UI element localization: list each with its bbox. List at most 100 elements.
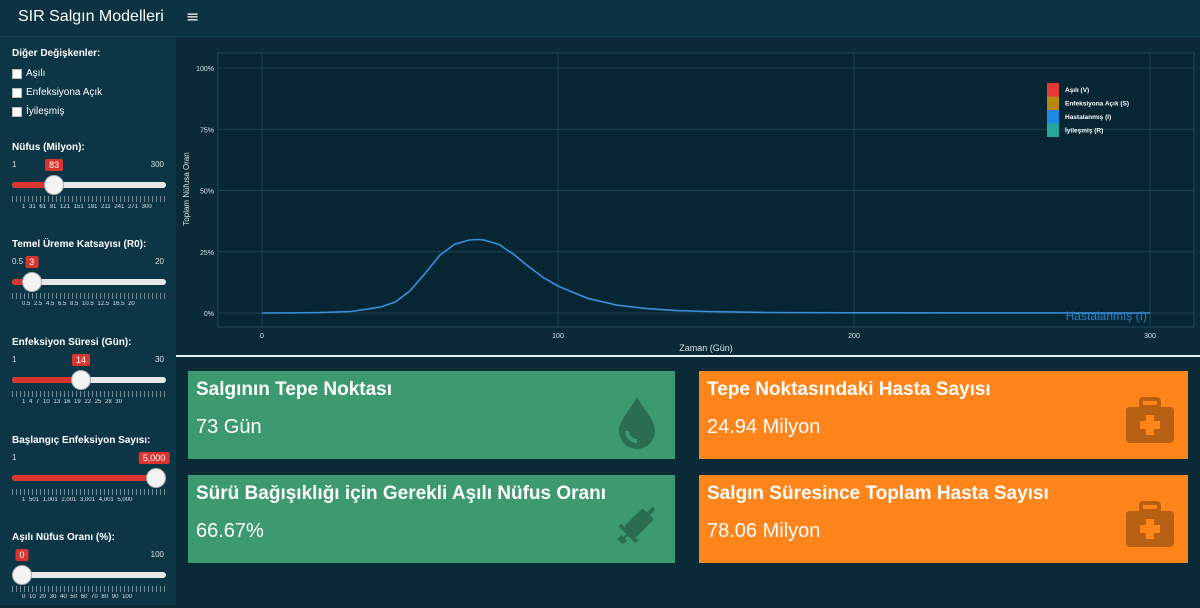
app-title: SIR Salgın Modelleri bbox=[18, 8, 164, 25]
slider-handle[interactable] bbox=[70, 370, 91, 390]
slider-fill bbox=[12, 475, 156, 481]
r0-slider[interactable]: 0.5 20 3 0.5 2.5 4.5 6.5 8.5 10.5 12.5 1… bbox=[12, 256, 168, 315]
r0-label: Temel Üreme Katsayısı (R0): bbox=[12, 239, 147, 250]
checkbox-row-vaccinated[interactable]: Aşılı bbox=[12, 68, 45, 79]
slider-max: 30 bbox=[155, 355, 164, 364]
y-axis-ticks: 0% 25% 50% 75% 100% bbox=[196, 66, 214, 318]
slider-value-badge: 14 bbox=[71, 354, 90, 366]
slider-handle[interactable] bbox=[146, 468, 166, 488]
slider-min: 1 bbox=[12, 355, 17, 364]
slider-ticks bbox=[12, 391, 166, 397]
value-box-peak-day: Salgının Tepe Noktası 73 Gün bbox=[188, 371, 675, 459]
value-box-herd-immunity: Sürü Bağışıklığı için Gerekli Aşılı Nüfu… bbox=[188, 475, 675, 563]
section-divider bbox=[176, 355, 1200, 357]
legend-label: Enfeksiyona Açık (S) bbox=[1065, 101, 1129, 108]
x-tick-label: 0 bbox=[260, 333, 264, 340]
legend-label: Aşılı (V) bbox=[1065, 87, 1089, 94]
legend-swatch bbox=[1047, 83, 1059, 97]
value-box-value: 66.67% bbox=[196, 520, 264, 542]
slider-value-badge: 3 bbox=[25, 256, 39, 268]
slider-max: 20 bbox=[155, 257, 164, 266]
slider-ticks bbox=[12, 196, 166, 202]
checkbox-label: Aşılı bbox=[26, 68, 46, 79]
value-box-peak-patients: Tepe Noktasındaki Hasta Sayısı 24.94 Mil… bbox=[699, 371, 1188, 459]
sidebar-toggle-menu-icon[interactable]: ≡ bbox=[186, 7, 200, 26]
slider-min: 1 bbox=[12, 453, 17, 462]
chart-gridlines bbox=[218, 53, 1194, 327]
slider-min: 1 bbox=[12, 160, 17, 169]
chart-area: 0% 25% 50% 75% 100% 0 100 200 300 Hastalanmış (… bbox=[176, 37, 1200, 355]
slider-value-badge: 5,000 bbox=[138, 452, 170, 464]
slider-min: 0.5 bbox=[12, 257, 24, 266]
infection-duration-slider[interactable]: 1 30 14 1 4 7 10 13 16 19 22 25 28 30 bbox=[12, 354, 168, 413]
checkbox-row-susceptible[interactable]: Enfeksiyona Açık bbox=[12, 87, 102, 98]
tint-icon bbox=[619, 397, 655, 449]
value-box-value: 78.06 Milyon bbox=[707, 520, 821, 542]
legend-label: İyileşmiş (R) bbox=[1065, 127, 1103, 135]
slider-tick-labels: 1 31 61 91 121 151 181 211 241 271 300 bbox=[22, 204, 152, 210]
main-body: 0% 25% 50% 75% 100% 0 100 200 300 Hastalanmış (… bbox=[176, 37, 1200, 605]
slider-max: 300 bbox=[150, 160, 164, 169]
top-navbar: SIR Salgın Modelleri ≡ bbox=[0, 0, 1200, 37]
checkbox-recovered[interactable] bbox=[12, 106, 22, 117]
x-tick-label: 200 bbox=[848, 333, 860, 340]
slider-tick-labels: 0 10 20 30 40 50 60 70 80 90 100 bbox=[22, 594, 133, 600]
value-box-total-patients: Salgın Süresince Toplam Hasta Sayısı 78.… bbox=[699, 475, 1188, 563]
sir-line-chart: 0% 25% 50% 75% 100% 0 100 200 300 Hastalanmış (… bbox=[182, 52, 1195, 353]
initial-infections-slider[interactable]: 1 5,000 1 501 1,001 2,001 3,001 4,001 5,… bbox=[12, 452, 170, 511]
x-tick-label: 300 bbox=[1144, 333, 1156, 340]
checkbox-label: Enfeksiyona Açık bbox=[26, 87, 103, 98]
value-box-title: Sürü Bağışıklığı için Gerekli Aşılı Nüfu… bbox=[196, 483, 607, 504]
checkbox-vaccinated[interactable] bbox=[12, 68, 22, 79]
value-box-title: Salgının Tepe Noktası bbox=[196, 379, 393, 400]
initial-infections-label: Başlangıç Enfeksiyon Sayısı: bbox=[12, 435, 151, 446]
slider-handle[interactable] bbox=[21, 272, 42, 292]
y-tick-label: 25% bbox=[200, 250, 214, 257]
population-label: Nüfus (Milyon): bbox=[12, 142, 85, 153]
legend-swatch bbox=[1047, 96, 1059, 110]
x-tick-label: 100 bbox=[552, 333, 564, 340]
slider-ticks bbox=[12, 293, 166, 299]
slider-value-badge: 83 bbox=[45, 159, 64, 171]
value-box-value: 73 Gün bbox=[196, 416, 262, 438]
medkit-icon bbox=[1126, 397, 1174, 443]
checkbox-row-recovered[interactable]: İyileşmiş bbox=[12, 106, 64, 117]
checkbox-susceptible[interactable] bbox=[12, 87, 22, 98]
slider-value-badge: 0 bbox=[15, 549, 29, 561]
y-tick-label: 100% bbox=[196, 66, 214, 73]
y-tick-label: 75% bbox=[200, 127, 214, 134]
legend-swatch bbox=[1047, 110, 1059, 124]
slider-track[interactable] bbox=[12, 572, 166, 578]
y-tick-label: 0% bbox=[204, 311, 214, 318]
slider-tick-labels: 1 4 7 10 13 16 19 22 25 28 30 bbox=[22, 399, 123, 405]
y-tick-label: 50% bbox=[200, 189, 214, 196]
vaccinated-ratio-label: Aşılı Nüfus Oranı (%): bbox=[12, 532, 115, 543]
slider-track[interactable] bbox=[12, 279, 166, 285]
x-axis-ticks: 0 100 200 300 bbox=[260, 333, 1156, 340]
slider-tick-labels: 1 501 1,001 2,001 3,001 4,001 5,000 bbox=[22, 497, 133, 503]
value-box-title: Salgın Süresince Toplam Hasta Sayısı bbox=[707, 483, 1049, 504]
vaccinated-ratio-slider[interactable]: 100 0 0 10 20 30 40 50 60 70 80 90 100 bbox=[12, 549, 168, 608]
chart-legend: Aşılı (V) Enfeksiyona Açık (S) Hastalanmış… bbox=[1047, 83, 1129, 137]
other-variables-label: Diğer Değişkenler: bbox=[12, 48, 101, 59]
slider-ticks bbox=[12, 586, 166, 592]
slider-fill bbox=[12, 182, 55, 188]
y-axis-title: Toplam Nüfusa Oran bbox=[182, 152, 191, 225]
slider-max: 100 bbox=[150, 550, 164, 559]
legend-label: Hastalanmış (I) bbox=[1065, 114, 1111, 121]
x-axis-title: Zaman (Gün) bbox=[679, 343, 733, 353]
checkbox-label: İyileşmiş bbox=[26, 106, 65, 117]
legend-swatch bbox=[1047, 123, 1059, 137]
series-line-infected bbox=[261, 238, 1151, 314]
slider-handle[interactable] bbox=[12, 565, 32, 585]
slider-track[interactable] bbox=[12, 182, 166, 188]
slider-fill bbox=[12, 377, 81, 383]
slider-ticks bbox=[12, 489, 166, 495]
value-box-title: Tepe Noktasındaki Hasta Sayısı bbox=[707, 379, 991, 400]
infection-duration-label: Enfeksiyon Süresi (Gün): bbox=[12, 337, 132, 348]
population-slider[interactable]: 1 300 83 1 31 61 91 121 151 181 211 241 … bbox=[12, 159, 168, 218]
slider-tick-labels: 0.5 2.5 4.5 6.5 8.5 10.5 12.5 16.5 20 bbox=[22, 301, 135, 307]
medkit-icon bbox=[1126, 501, 1174, 547]
slider-handle[interactable] bbox=[44, 175, 65, 195]
series-end-label: Hastalanmış (I) bbox=[1066, 309, 1147, 323]
